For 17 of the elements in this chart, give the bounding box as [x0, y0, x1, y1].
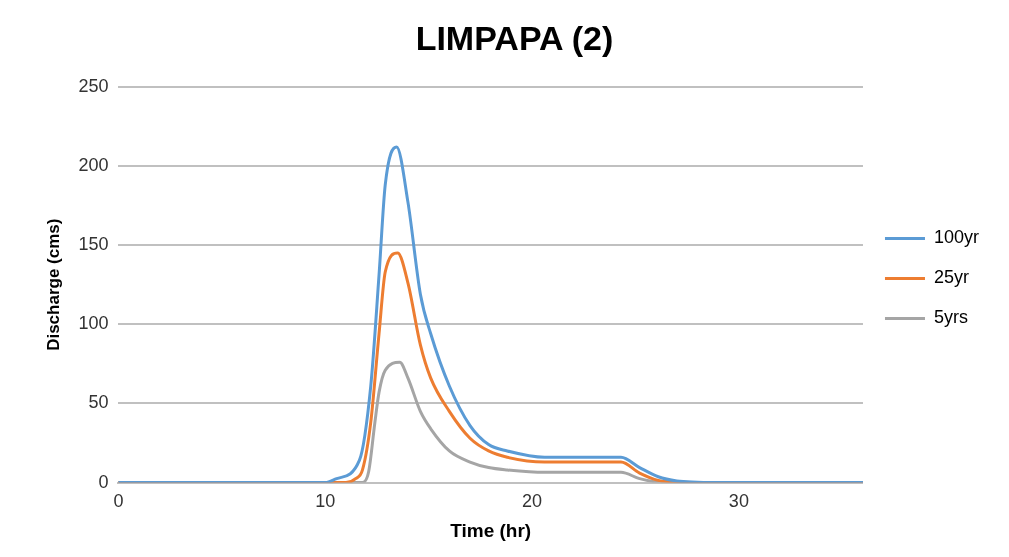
x-tick-label: 30 [728, 491, 749, 512]
x-tick-label: 0 [113, 491, 124, 512]
chart-title: LIMPAPA (2) [415, 18, 614, 57]
line-series [118, 145, 863, 483]
y-tick-label: 250 [78, 75, 109, 96]
y-tick-label: 200 [78, 154, 109, 175]
legend-label: 100yr [933, 227, 980, 248]
y-tick-label: 50 [88, 392, 109, 413]
y-tick-label: 0 [98, 471, 109, 492]
y-tick-label: 100 [78, 313, 109, 334]
legend-label: 5yrs [933, 307, 968, 328]
x-tick-label: 10 [315, 491, 336, 512]
y-axis-title: Discharge (cms) [43, 218, 63, 351]
x-axis-title: Time (hr) [450, 519, 532, 541]
legend-label: 25yr [933, 267, 969, 288]
y-tick-label: 150 [78, 234, 109, 255]
x-tick-label: 20 [522, 491, 543, 512]
